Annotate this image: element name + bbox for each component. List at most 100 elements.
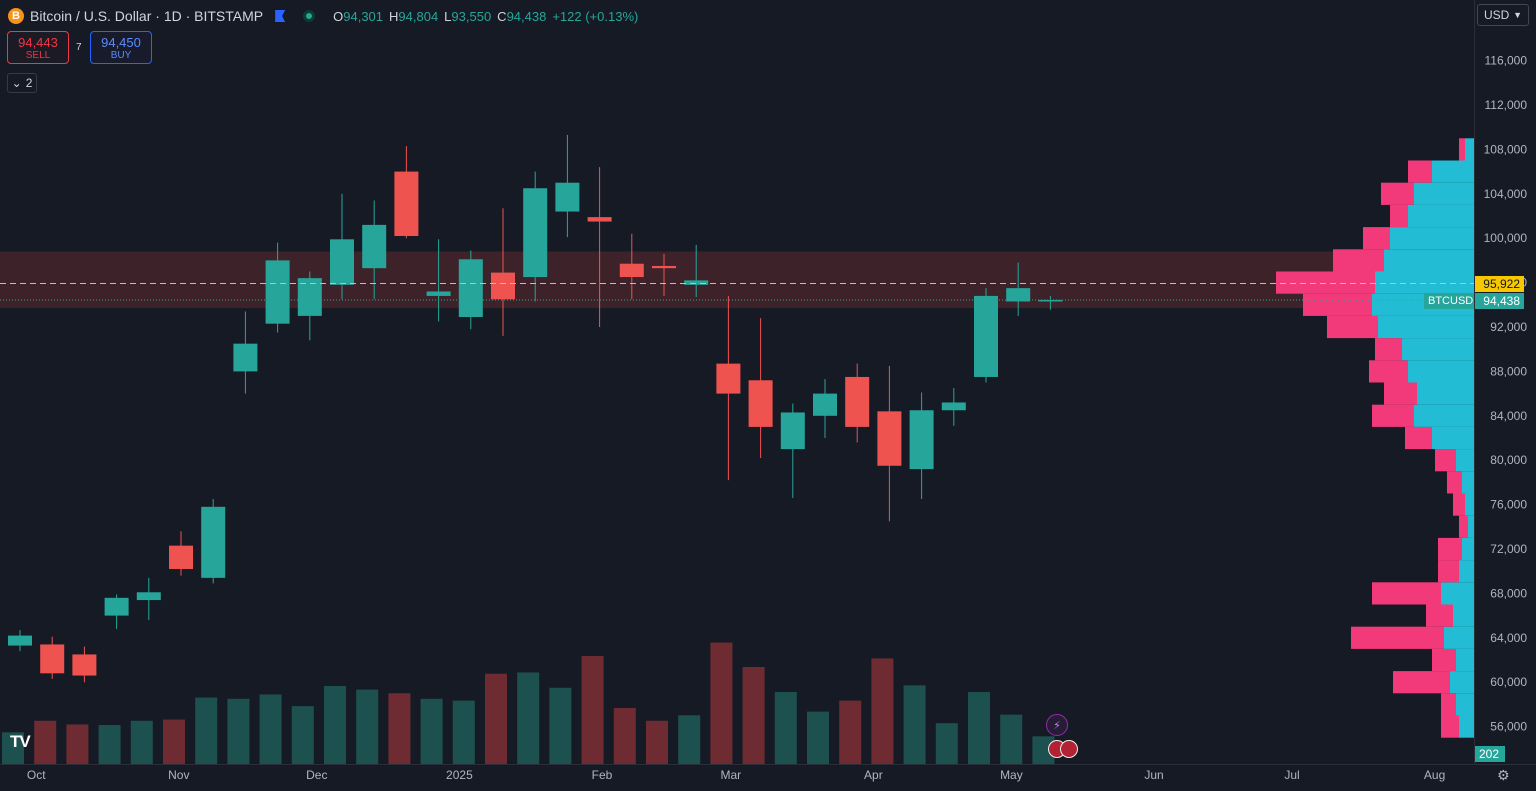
profile-down-bar <box>1459 515 1468 538</box>
sell-price: 94,443 <box>18 35 58 50</box>
indicators-toggle[interactable]: ⌄ 2 <box>7 73 37 93</box>
volume-bar <box>581 656 604 764</box>
profile-down-bar <box>1384 382 1417 405</box>
price-axis-pane <box>1474 0 1536 791</box>
us-flag-icon-2[interactable] <box>1060 740 1078 758</box>
y-tick-label: 116,000 <box>1485 54 1528 68</box>
open-value: 94,301 <box>343 8 384 24</box>
volume-bar <box>291 706 314 764</box>
profile-down-bar <box>1351 626 1444 649</box>
candle-body <box>233 343 258 372</box>
profile-down-bar <box>1438 537 1462 561</box>
candle-body <box>394 171 419 236</box>
sell-label: SELL <box>25 50 51 61</box>
market-status-icon[interactable] <box>303 10 316 22</box>
y-tick-label: 88,000 <box>1490 364 1527 378</box>
profile-up-bar <box>1390 227 1474 250</box>
profile-down-bar <box>1441 693 1456 716</box>
candle-body <box>1006 288 1031 302</box>
volume-bar <box>163 719 185 764</box>
volume-bar <box>903 685 926 764</box>
candle-body <box>104 597 129 616</box>
candle-body <box>587 217 612 222</box>
volume-bar <box>968 692 990 764</box>
last-price: 94,438 <box>1483 294 1520 308</box>
profile-down-bar <box>1435 449 1456 472</box>
x-tick-label: Nov <box>168 768 189 782</box>
volume-bar <box>259 694 282 764</box>
flag-icon[interactable] <box>275 10 286 22</box>
x-tick-label: Apr <box>864 768 883 782</box>
volume-bar <box>452 700 475 764</box>
x-tick-label: Oct <box>27 768 46 782</box>
ohlc-readout: O94,301 H94,804 L93,550 C94,438 +122 (+0… <box>333 9 638 24</box>
symbol-tag: BTCUSD <box>1424 293 1474 309</box>
x-tick-label: May <box>1000 768 1023 782</box>
profile-down-bar <box>1432 648 1456 672</box>
volume-bar <box>420 698 443 764</box>
y-tick-label: 92,000 <box>1490 320 1527 334</box>
volume-bar <box>98 725 121 764</box>
profile-down-bar <box>1372 404 1414 427</box>
bitcoin-icon: B <box>8 8 24 24</box>
profile-down-bar <box>1381 182 1414 205</box>
profile-down-bar <box>1375 338 1402 361</box>
volume-bar <box>678 715 701 764</box>
profile-down-bar <box>1405 426 1432 450</box>
hline-price: 95,922 <box>1483 277 1520 291</box>
buy-button[interactable]: 94,450 BUY <box>90 31 152 64</box>
y-tick-label: 108,000 <box>1484 142 1528 156</box>
volume-bar <box>34 720 57 764</box>
candle-body <box>748 380 773 427</box>
last-price-tag: 94,438 <box>1475 293 1524 309</box>
profile-up-bar <box>1414 404 1474 427</box>
settings-icon[interactable]: ⚙ <box>1497 767 1510 783</box>
volume-bar <box>839 700 862 764</box>
profile-up-bar <box>1417 382 1474 405</box>
candle-body <box>780 412 805 450</box>
volume-bar <box>388 693 411 764</box>
profile-up-bar <box>1444 626 1474 649</box>
profile-up-bar <box>1375 271 1474 294</box>
y-tick-label: 112,000 <box>1485 98 1528 112</box>
candle-body <box>426 291 451 296</box>
profile-up-bar <box>1456 693 1474 716</box>
lightning-icon[interactable]: ⚡ <box>1046 714 1068 736</box>
x-tick-label: 2025 <box>446 768 473 782</box>
profile-down-bar <box>1369 360 1408 383</box>
y-tick-label: 64,000 <box>1490 631 1527 645</box>
volume-bar <box>2 732 24 764</box>
chevron-down-icon: ⌄ <box>11 76 22 90</box>
volume-bar <box>935 723 958 764</box>
currency-select[interactable]: USD ▼ <box>1477 4 1529 26</box>
y-tick-label: 56,000 <box>1490 720 1527 734</box>
tradingview-logo[interactable]: TV <box>10 732 31 751</box>
profile-up-bar <box>1441 582 1474 605</box>
profile-down-bar <box>1447 471 1462 494</box>
open-label: O <box>333 8 344 24</box>
volume-bar <box>613 707 636 764</box>
hline-price-tag[interactable]: 95,922 <box>1475 276 1524 292</box>
profile-down-bar <box>1327 315 1378 339</box>
sell-button[interactable]: 94,443 SELL <box>7 31 69 64</box>
close-label: C <box>497 8 507 24</box>
profile-up-bar <box>1378 315 1474 339</box>
profile-up-bar <box>1432 160 1474 183</box>
candle-body <box>877 411 902 466</box>
symbol-title[interactable]: Bitcoin / U.S. Dollar · 1D · BITSTAMP <box>30 8 264 24</box>
profile-down-bar <box>1390 204 1408 228</box>
profile-up-bar <box>1459 560 1474 583</box>
volume-bar <box>324 685 346 764</box>
candle-body <box>845 376 870 427</box>
y-tick-label: 60,000 <box>1490 675 1527 689</box>
volume-tag: 202 <box>1475 746 1505 762</box>
change-value: +122 (+0.13%) <box>552 8 639 24</box>
profile-down-bar <box>1459 138 1465 161</box>
candle-body <box>684 280 709 285</box>
candle-body <box>652 265 676 269</box>
x-tick-label: Jun <box>1144 768 1163 782</box>
profile-up-bar <box>1402 338 1474 361</box>
candle-body <box>40 644 65 674</box>
